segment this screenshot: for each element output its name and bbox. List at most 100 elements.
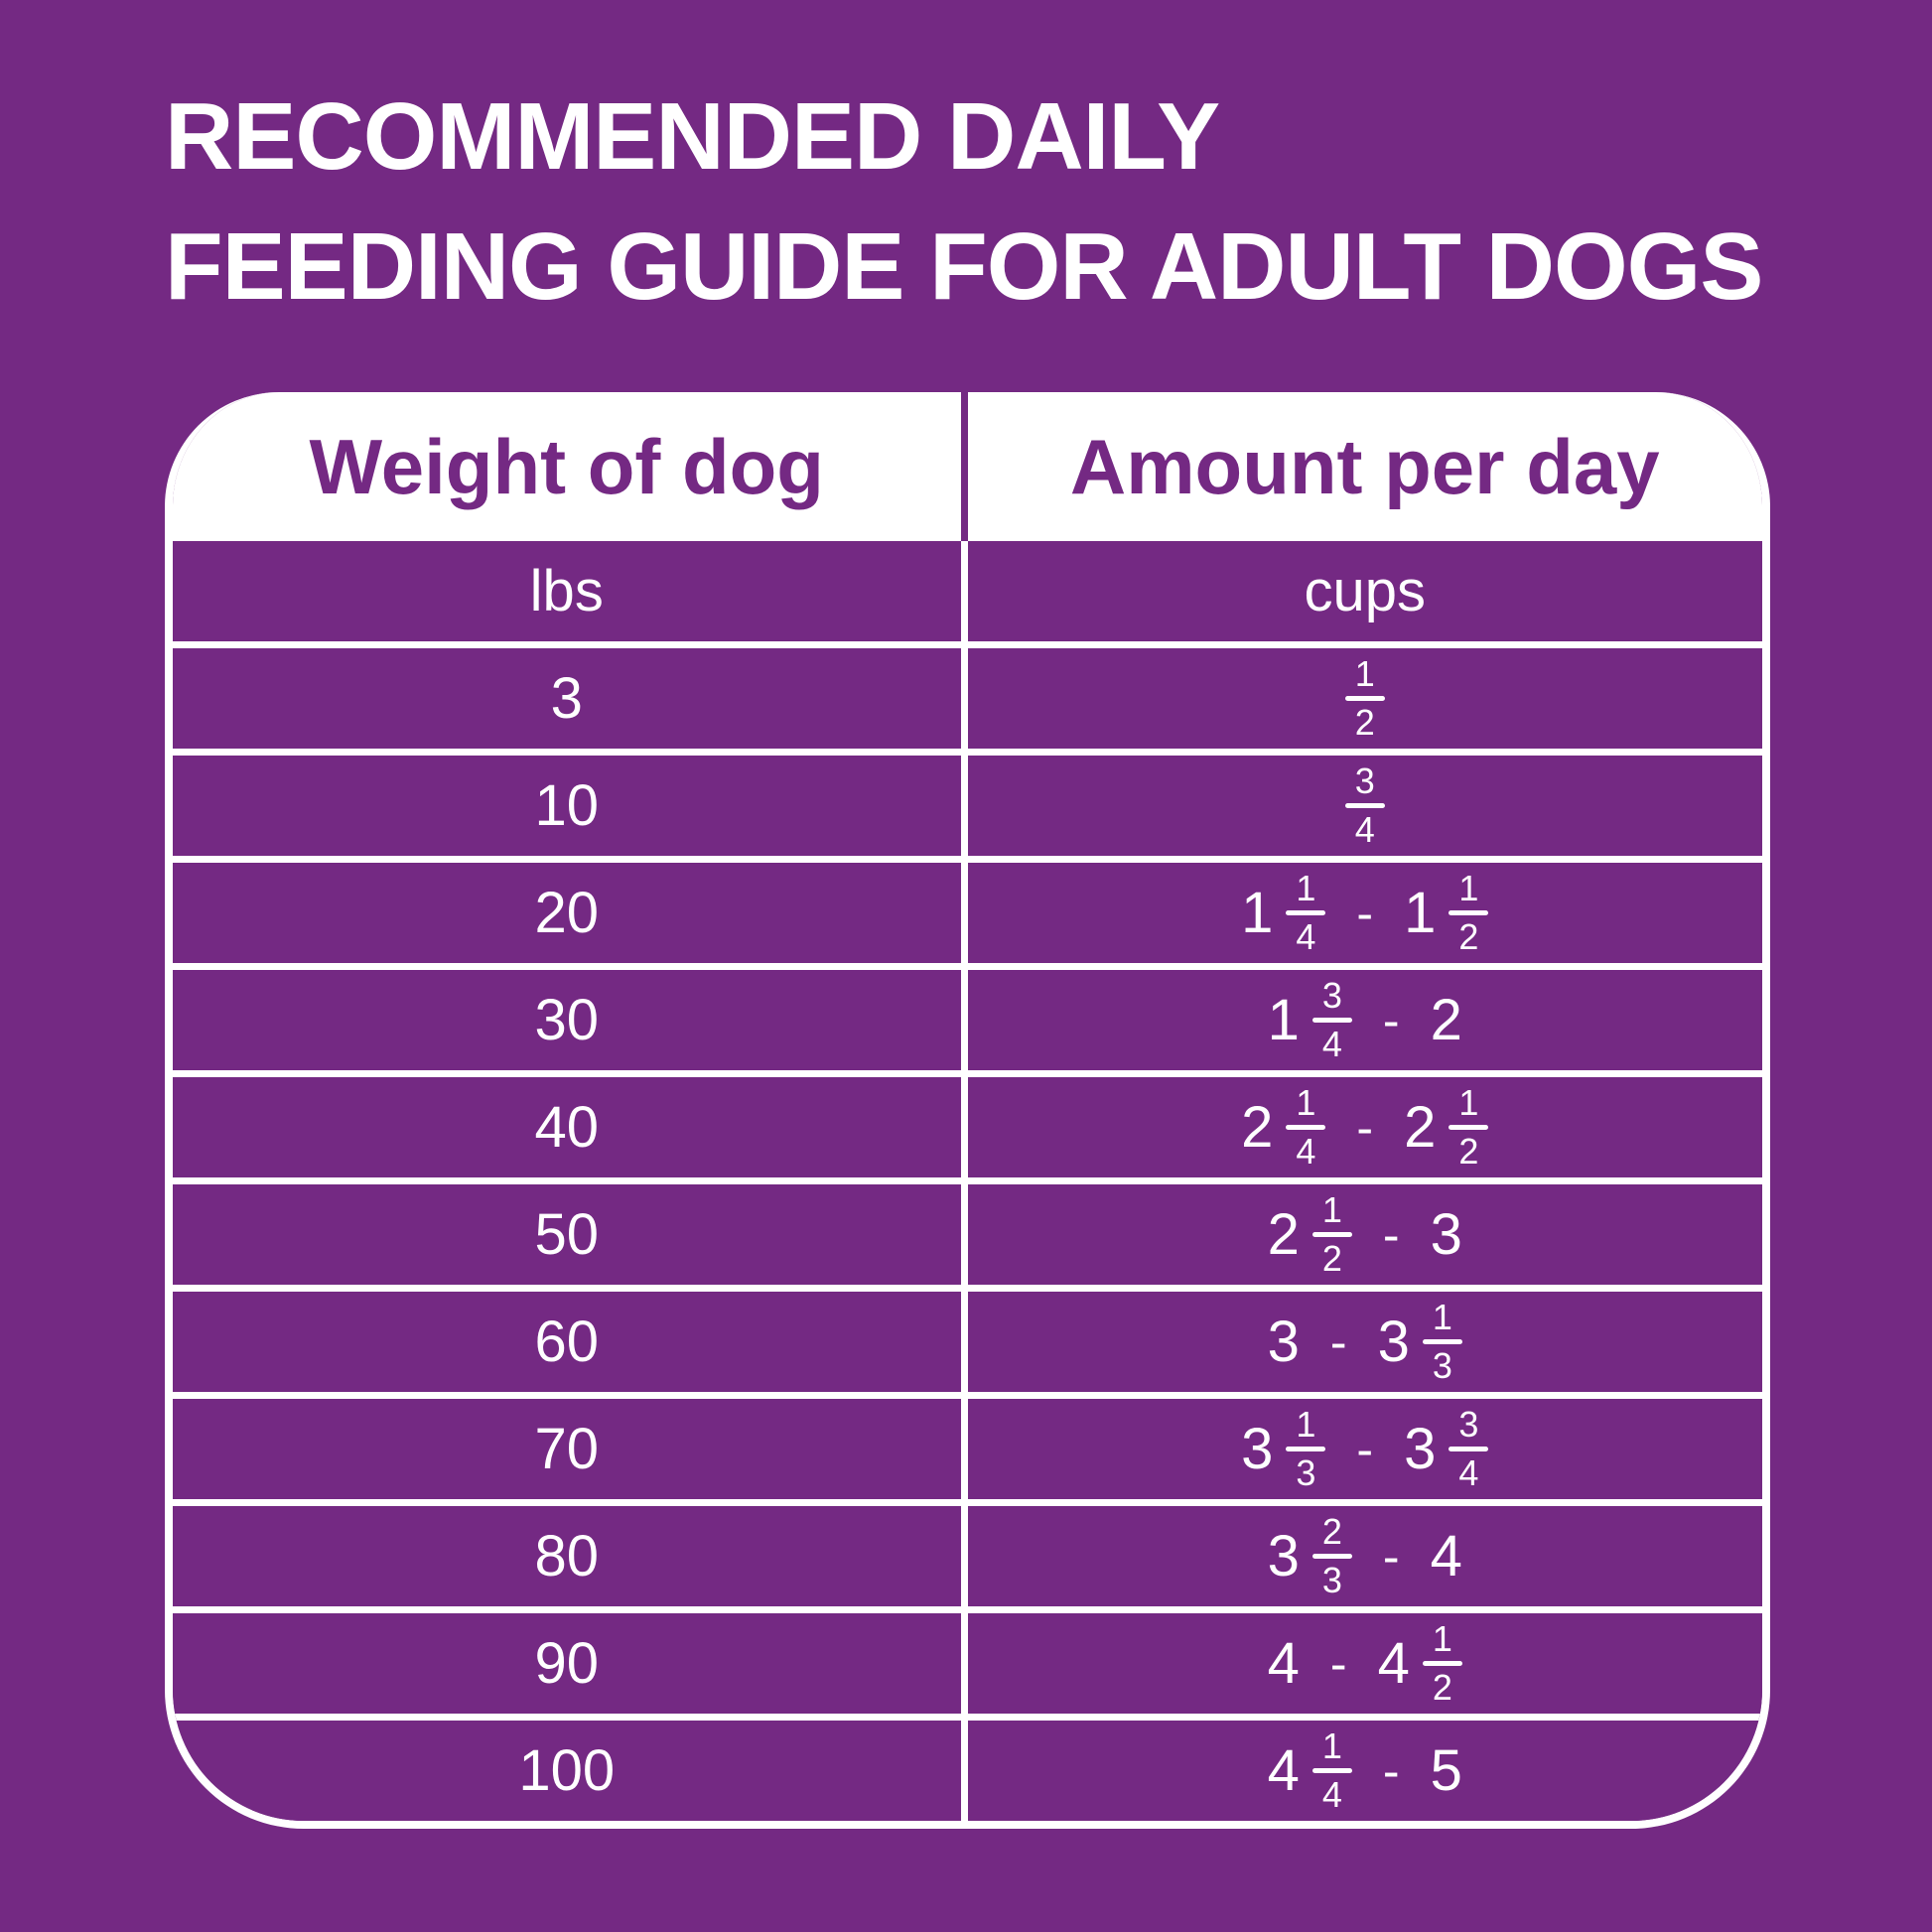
fraction-numerator: 3 [1321,975,1342,1016]
weight-cell: 90 [173,1613,968,1714]
fraction-bar [1311,1018,1352,1023]
fraction-numerator: 1 [1458,868,1479,908]
range-dash: - [1382,1206,1400,1263]
fraction-bar [1449,1447,1489,1451]
table-row: 60 3-3 1 3 [173,1285,1762,1392]
fraction-denominator: 2 [1321,1238,1342,1279]
amount-whole-number: 4 [1267,1630,1300,1696]
unit-lbs: lbs [173,541,968,641]
fraction-numerator: 1 [1321,1189,1342,1230]
fraction-denominator: 2 [1354,702,1375,743]
fraction-numerator: 1 [1296,1082,1316,1123]
fraction-denominator: 3 [1296,1452,1316,1493]
amount-whole-number: 3 [1404,1416,1437,1481]
fraction-bar [1311,1232,1352,1237]
fraction-bar [1311,1768,1352,1773]
amount-whole-number: 1 [1241,880,1274,945]
page-title-line1: RECOMMENDED DAILY [165,83,1220,190]
amount-whole-number: 3 [1267,1309,1300,1374]
fraction-bar [1449,1125,1489,1130]
amount-whole-number: 3 [1377,1309,1410,1374]
header-weight-of-dog: Weight of dog [173,392,968,541]
table-row: 80 3 2 3-4 [173,1499,1762,1606]
amount-whole-number: 5 [1430,1737,1462,1803]
weight-value: 20 [534,880,599,945]
header-amount-per-day: Amount per day [1069,422,1660,510]
weight-cell: 10 [173,756,968,856]
range-dash: - [1356,1421,1374,1477]
amount-whole-number: 1 [1267,987,1300,1052]
range-dash: - [1329,1313,1347,1370]
fraction-denominator: 4 [1296,1131,1316,1172]
table-row: 50 2 1 2-3 [173,1177,1762,1285]
amount-whole-number: 2 [1267,1201,1300,1267]
fraction-denominator: 4 [1296,916,1316,957]
amount-whole-number: 4 [1430,1523,1462,1588]
range-dash: - [1382,1528,1400,1585]
fraction-denominator: 2 [1458,1131,1479,1172]
table-row: 40 2 1 4-2 1 2 [173,1070,1762,1177]
page-title: RECOMMENDED DAILY FEEDING GUIDE FOR ADUL… [165,71,1763,332]
weight-cell: 20 [173,863,968,963]
amount-whole-number: 3 [1267,1523,1300,1588]
table-row: 70 3 1 3-3 3 4 [173,1392,1762,1499]
fraction-bar [1344,696,1385,701]
fraction-bar [1286,1125,1326,1130]
units-row: lbs cups [173,541,1762,641]
range-dash: - [1382,1742,1400,1799]
weight-value: 100 [518,1737,616,1803]
fraction-numerator: 3 [1354,760,1375,801]
table-row: 100 4 1 4-5 [173,1714,1762,1821]
weight-cell: 30 [173,970,968,1070]
table-row: 90 4-4 1 2 [173,1606,1762,1714]
amount-whole-number: 4 [1377,1630,1410,1696]
weight-cell: 60 [173,1292,968,1392]
table-header-row: Weight of dog Amount per day [173,392,1762,541]
fraction-numerator: 1 [1432,1618,1452,1659]
fraction-numerator: 1 [1458,1082,1479,1123]
fraction-denominator: 3 [1432,1345,1452,1386]
weight-value: 40 [534,1094,599,1160]
weight-value: 60 [534,1309,599,1374]
fraction-bar [1449,910,1489,915]
weight-cell: 80 [173,1506,968,1606]
weight-cell: 40 [173,1077,968,1177]
weight-cell: 3 [173,648,968,749]
table-body: lbs cups 3 1 2 10 3 4 20 1 1 4-1 1 2 30 1 3 4-2 40 2 1 4-2 1… [173,541,1762,1821]
weight-value: 30 [534,987,599,1052]
page-title-line2: FEEDING GUIDE FOR ADULT DOGS [165,213,1763,320]
fraction-bar [1311,1554,1352,1559]
range-dash: - [1329,1635,1347,1692]
fraction-denominator: 4 [1321,1024,1342,1064]
amount-whole-number: 2 [1430,987,1462,1052]
fraction-denominator: 3 [1321,1560,1342,1600]
fraction-numerator: 3 [1458,1404,1479,1445]
fraction-bar [1422,1661,1462,1666]
amount-whole-number: 3 [1430,1201,1462,1267]
range-dash: - [1356,1099,1374,1156]
fraction-numerator: 1 [1321,1725,1342,1766]
